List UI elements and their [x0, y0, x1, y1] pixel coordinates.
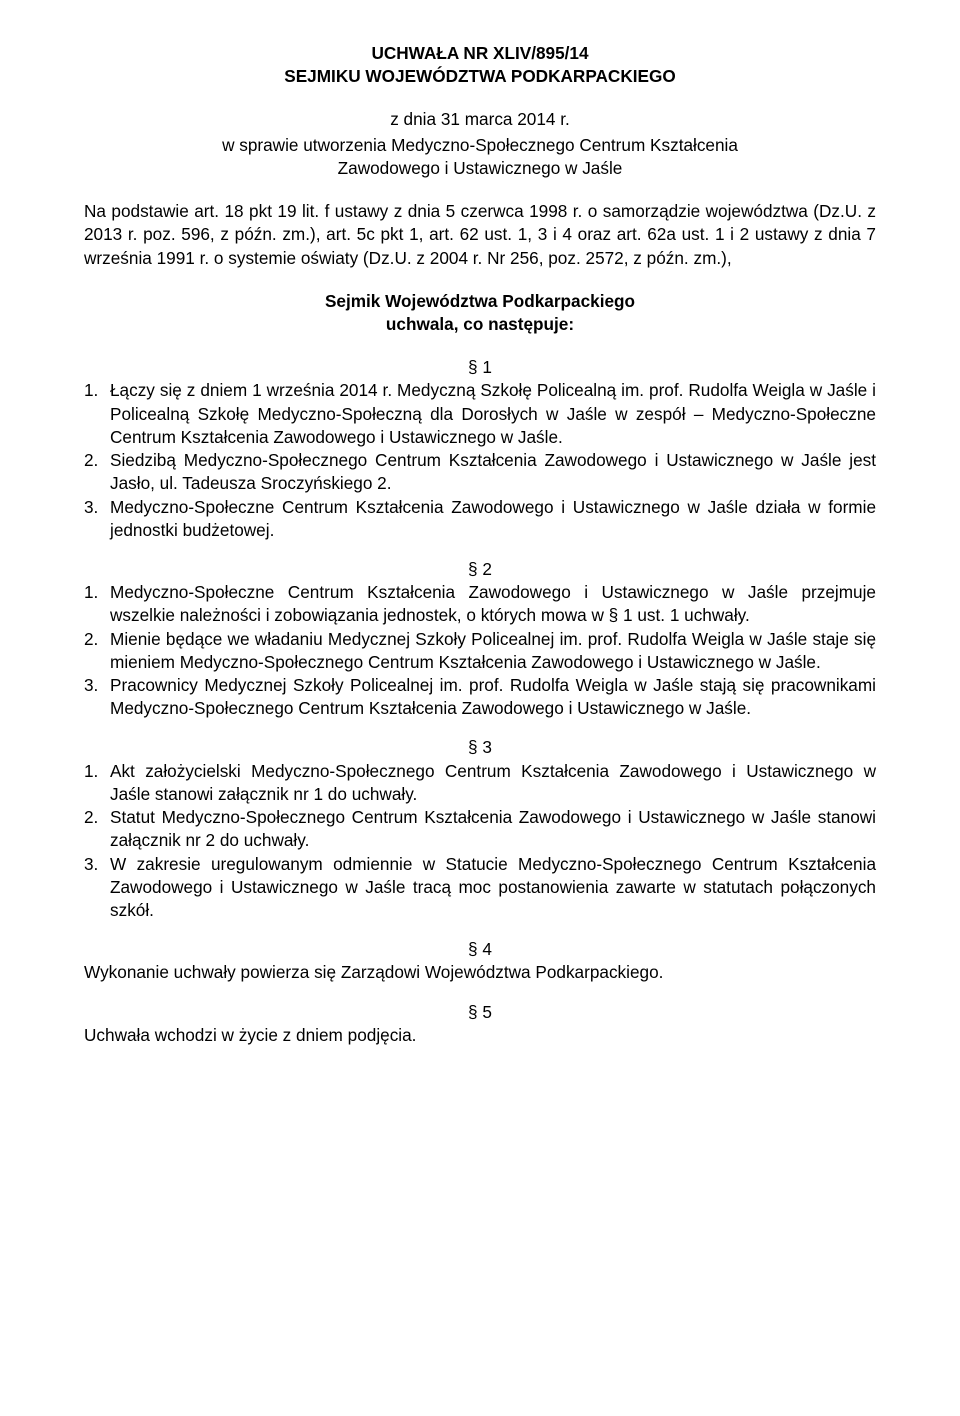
item-text: Medyczno-Społeczne Centrum Kształcenia Z…	[110, 581, 876, 627]
item-text: Siedzibą Medyczno-Społecznego Centrum Ks…	[110, 449, 876, 495]
enacting-clause: Sejmik Województwa Podkarpackiego uchwal…	[84, 290, 876, 336]
section-3-list: 1. Akt założycielski Medyczno-Społeczneg…	[84, 760, 876, 923]
subject-line-2: Zawodowego i Ustawicznego w Jaśle	[84, 157, 876, 180]
resolution-title: UCHWAŁA NR XLIV/895/14 SEJMIKU WOJEWÓDZT…	[84, 42, 876, 88]
item-number: 2.	[84, 628, 110, 674]
list-item: 1. Medyczno-Społeczne Centrum Kształceni…	[84, 581, 876, 627]
item-number: 2.	[84, 806, 110, 852]
item-number: 3.	[84, 674, 110, 720]
list-item: 1. Akt założycielski Medyczno-Społeczneg…	[84, 760, 876, 806]
item-text: Medyczno-Społeczne Centrum Kształcenia Z…	[110, 496, 876, 542]
section-4-title: § 4	[84, 938, 876, 961]
section-1-title: § 1	[84, 356, 876, 379]
list-item: 1. Łączy się z dniem 1 września 2014 r. …	[84, 379, 876, 449]
item-text: Akt założycielski Medyczno-Społecznego C…	[110, 760, 876, 806]
section-5-title: § 5	[84, 1001, 876, 1024]
item-number: 1.	[84, 379, 110, 449]
list-item: 3. Pracownicy Medycznej Szkoły Policealn…	[84, 674, 876, 720]
enacting-line-2: uchwala, co następuje:	[84, 313, 876, 336]
section-2-title: § 2	[84, 558, 876, 581]
resolution-subject: w sprawie utworzenia Medyczno-Społeczneg…	[84, 134, 876, 180]
list-item: 2. Mienie będące we władaniu Medycznej S…	[84, 628, 876, 674]
legal-preamble: Na podstawie art. 18 pkt 19 lit. f ustaw…	[84, 200, 876, 270]
list-item: 3. Medyczno-Społeczne Centrum Kształceni…	[84, 496, 876, 542]
item-number: 3.	[84, 853, 110, 923]
section-3-title: § 3	[84, 736, 876, 759]
enacting-line-1: Sejmik Województwa Podkarpackiego	[84, 290, 876, 313]
item-number: 1.	[84, 760, 110, 806]
section-4-body: Wykonanie uchwały powierza się Zarządowi…	[84, 961, 876, 984]
section-2-list: 1. Medyczno-Społeczne Centrum Kształceni…	[84, 581, 876, 720]
list-item: 2. Statut Medyczno-Społecznego Centrum K…	[84, 806, 876, 852]
subject-line-1: w sprawie utworzenia Medyczno-Społeczneg…	[84, 134, 876, 157]
item-text: Pracownicy Medycznej Szkoły Policealnej …	[110, 674, 876, 720]
section-5-body: Uchwała wchodzi w życie z dniem podjęcia…	[84, 1024, 876, 1047]
list-item: 3. W zakresie uregulowanym odmiennie w S…	[84, 853, 876, 923]
item-text: Łączy się z dniem 1 września 2014 r. Med…	[110, 379, 876, 449]
section-1-list: 1. Łączy się z dniem 1 września 2014 r. …	[84, 379, 876, 542]
title-line-1: UCHWAŁA NR XLIV/895/14	[84, 42, 876, 65]
item-text: Statut Medyczno-Społecznego Centrum Kszt…	[110, 806, 876, 852]
item-text: Mienie będące we władaniu Medycznej Szko…	[110, 628, 876, 674]
item-number: 1.	[84, 581, 110, 627]
item-number: 3.	[84, 496, 110, 542]
title-line-2: SEJMIKU WOJEWÓDZTWA PODKARPACKIEGO	[84, 65, 876, 88]
item-text: W zakresie uregulowanym odmiennie w Stat…	[110, 853, 876, 923]
list-item: 2. Siedzibą Medyczno-Społecznego Centrum…	[84, 449, 876, 495]
resolution-date: z dnia 31 marca 2014 r.	[84, 108, 876, 131]
item-number: 2.	[84, 449, 110, 495]
